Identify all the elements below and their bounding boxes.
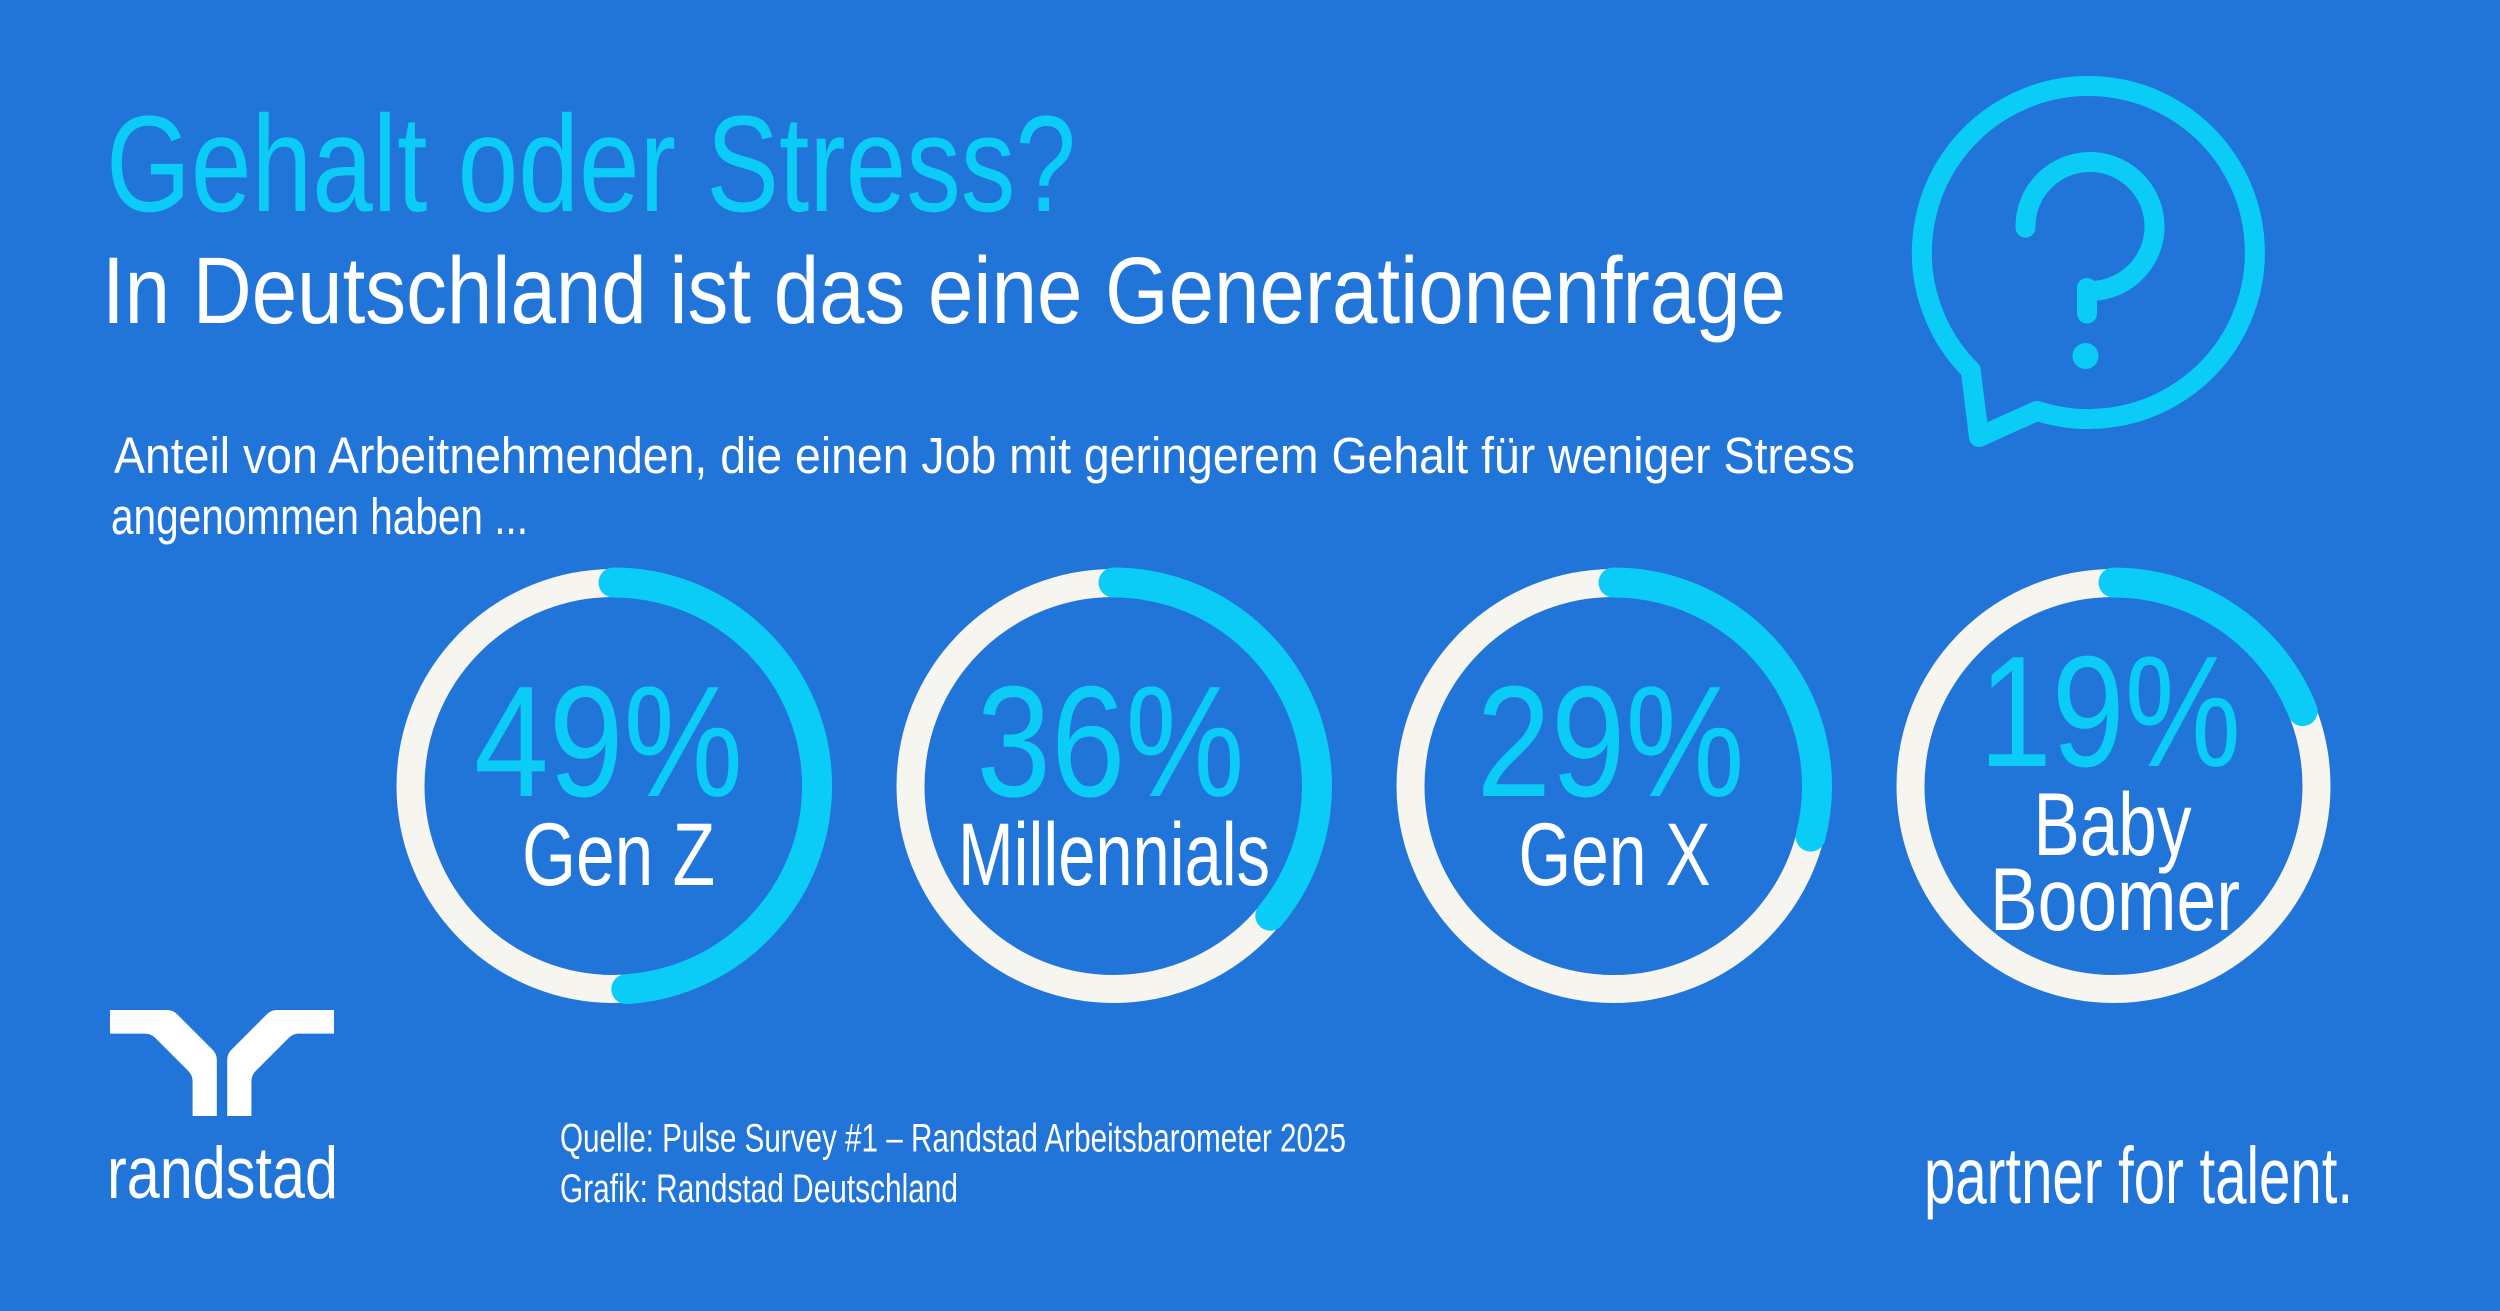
svg-text:Gen X: Gen X (1519, 804, 1711, 904)
svg-text:Baby: Baby (2034, 774, 2192, 874)
svg-text:Boomer: Boomer (1990, 849, 2240, 949)
svg-text:19%: 19% (1979, 624, 2241, 800)
svg-text:Gehalt oder Stress?: Gehalt oder Stress? (106, 88, 1076, 241)
svg-text:49%: 49% (474, 654, 743, 830)
svg-text:Grafik: Randstad Deutschland: Grafik: Randstad Deutschland (560, 1167, 958, 1211)
svg-text:Gen Z: Gen Z (522, 804, 715, 904)
svg-text:36%: 36% (977, 654, 1245, 830)
svg-text:29%: 29% (1477, 654, 1745, 830)
svg-text:In Deutschland ist das eine Ge: In Deutschland ist das eine Generationen… (102, 238, 1786, 344)
svg-text:Quelle: Pulse Survey #1 – Rand: Quelle: Pulse Survey #1 – Randstad Arbei… (560, 1117, 1346, 1161)
svg-text:angenommen haben ...: angenommen haben ... (111, 488, 528, 545)
svg-text:randstad: randstad (107, 1133, 338, 1214)
svg-text:Anteil von Arbeitnehmenden, di: Anteil von Arbeitnehmenden, die einen Jo… (114, 427, 1855, 484)
svg-text:Millennials: Millennials (958, 804, 1270, 904)
svg-text:partner for talent.: partner for talent. (1924, 1131, 2353, 1220)
